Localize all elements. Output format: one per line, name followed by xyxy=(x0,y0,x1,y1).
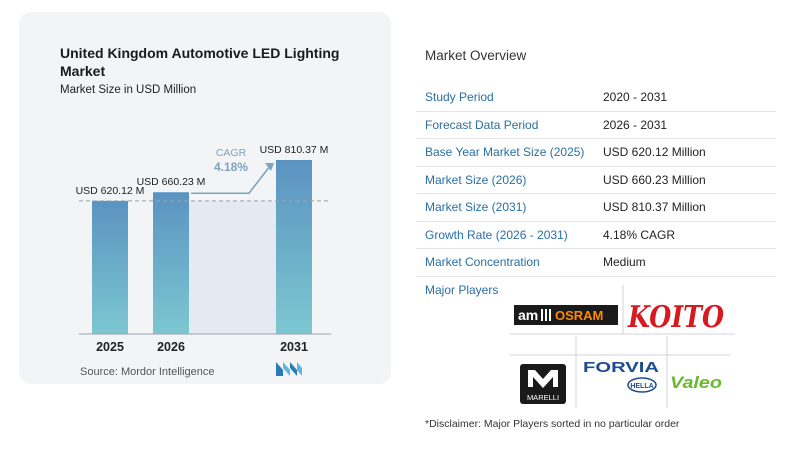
marelli-name: MARELLI xyxy=(527,393,559,402)
cagr-arrow xyxy=(191,165,271,195)
bar-2026 xyxy=(153,192,189,334)
overview-row: Market Concentration Medium xyxy=(416,248,776,277)
overview-row-label: Market Concentration xyxy=(416,248,585,277)
bar-2025 xyxy=(92,200,128,334)
overview-row: Market Size (2031) USD 810.37 Million xyxy=(416,193,776,222)
marelli-logo: MARELLI xyxy=(520,364,566,404)
overview-row-value: 4.18% CAGR xyxy=(585,221,776,249)
forvia-name: FORVIA xyxy=(583,359,659,376)
overview-row: Forecast Data Period 2026 - 2031 xyxy=(416,111,776,139)
bar-chart: USD 620.12 M 2025 USD 660.23 M 2026 USD 810.… xyxy=(76,144,331,354)
market-overview-table: Study Period 2020 - 2031 Forecast Data Per… xyxy=(416,84,776,277)
x-tick-label: 2026 xyxy=(157,340,185,354)
overview-row-label: Study Period xyxy=(416,84,585,112)
data-label: USD 810.37 M xyxy=(260,144,329,156)
cagr-band xyxy=(189,200,276,334)
overview-row: Study Period 2020 - 2031 xyxy=(416,84,776,112)
overview-row: Base Year Market Size (2025) USD 620.12 M… xyxy=(416,138,776,167)
hella-name: HELLA xyxy=(630,383,653,390)
overview-row-label: Market Size (2026) xyxy=(416,166,585,194)
ams-osram-logo: am OSRAM xyxy=(514,305,618,325)
data-label: USD 620.12 M xyxy=(76,185,145,197)
forvia-hella-logo: FORVIA HELLA xyxy=(583,359,662,393)
overview-row-value: USD 620.12 Million xyxy=(585,138,776,167)
overview-row-value: Medium xyxy=(585,248,776,277)
ams-osram-prefix: am xyxy=(518,307,538,323)
logo-grid-lines xyxy=(510,285,735,408)
overview-row-value: USD 810.37 Million xyxy=(585,193,776,222)
chart-subtitle: Market Size in USD Million xyxy=(60,84,197,96)
ams-osram-name: OSRAM xyxy=(555,308,603,323)
overview-row-value: 2020 - 2031 xyxy=(585,84,776,112)
overview-row-value: USD 660.23 Million xyxy=(585,166,776,194)
overview-row-label: Base Year Market Size (2025) xyxy=(416,138,585,167)
cagr-label: CAGR xyxy=(216,147,247,159)
x-tick-label: 2025 xyxy=(96,340,124,354)
overview-row-label: Growth Rate (2026 - 2031) xyxy=(416,221,585,249)
overview-row-value: 2026 - 2031 xyxy=(585,111,776,139)
bar-2031 xyxy=(276,160,312,334)
overview-row-label: Forecast Data Period xyxy=(416,111,585,139)
mordor-intelligence-logo-icon xyxy=(276,362,302,376)
koito-logo: KOITO xyxy=(627,300,724,335)
chart-title: United Kingdom Automotive LED Lighting M… xyxy=(60,45,340,79)
valeo-logo: Valeo xyxy=(670,373,722,392)
overview-row: Market Size (2026) USD 660.23 Million xyxy=(416,166,776,194)
overview-row: Growth Rate (2026 - 2031) 4.18% CAGR xyxy=(416,221,776,249)
source-note: Source: Mordor Intelligence xyxy=(80,366,215,378)
major-players-title: Major Players xyxy=(425,283,499,297)
data-label: USD 660.23 M xyxy=(137,176,206,188)
cagr-value: 4.18% xyxy=(214,160,248,174)
overview-row-label: Market Size (2031) xyxy=(416,193,585,222)
x-tick-label: 2031 xyxy=(280,340,308,354)
market-overview-title: Market Overview xyxy=(425,48,527,63)
cagr-arrowhead xyxy=(265,163,274,171)
disclaimer: *Disclaimer: Major Players sorted in no … xyxy=(425,418,680,430)
